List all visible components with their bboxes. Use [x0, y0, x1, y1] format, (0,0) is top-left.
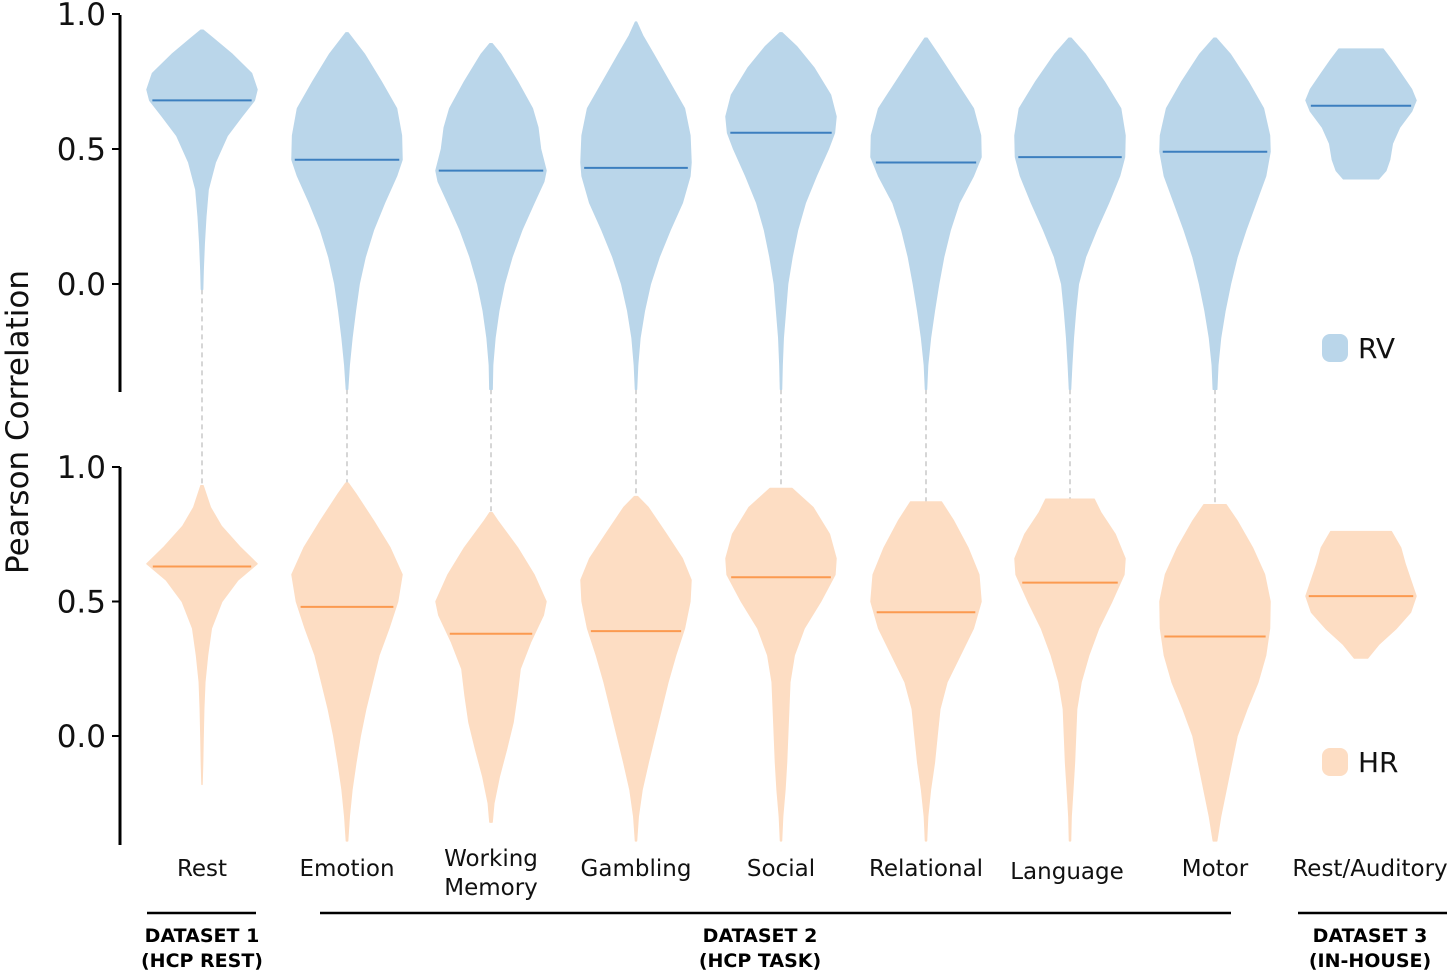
violin-hr-4	[725, 487, 837, 842]
category-label: Rest	[177, 856, 227, 882]
legend-label-hr: HR	[1358, 746, 1399, 779]
violin-hr-8	[1305, 530, 1417, 659]
violin-hr-7	[1159, 503, 1271, 842]
dataset-label: (HCP REST)	[141, 950, 263, 972]
violin-rv-7	[1159, 37, 1271, 391]
category-label: Motor	[1182, 856, 1249, 882]
violin-rv-2	[435, 42, 547, 391]
y-axis-label: Pearson Correlation	[0, 270, 36, 574]
y-tick-label: 0.0	[57, 719, 106, 755]
violin-hr-2	[435, 511, 547, 823]
y-tick-label: 1.0	[57, 450, 106, 486]
hr-panel: 1.0 0.5 0.0 HR	[57, 450, 1417, 845]
violin-rv-3	[580, 21, 692, 391]
dataset-label: (HCP TASK)	[699, 950, 821, 972]
y-tick-label: 0.0	[57, 267, 106, 303]
y-tick-label: 0.5	[57, 585, 106, 621]
dataset-groups: DATASET 1 (HCP REST) DATASET 2 (HCP TASK) DA…	[141, 911, 1447, 972]
category-label: Language	[1010, 859, 1124, 885]
y-tick-label: 0.5	[57, 132, 106, 168]
dataset-label: DATASET 2	[703, 925, 818, 947]
legend-swatch-hr	[1322, 748, 1348, 776]
category-label: Social	[747, 856, 815, 882]
category-label: Working	[444, 846, 538, 872]
legend-label-rv: RV	[1358, 332, 1395, 365]
violin-hr-1	[291, 482, 403, 842]
violin-rv-4	[725, 32, 837, 391]
violin-rv-6	[1014, 37, 1126, 391]
violin-hr-6	[1014, 498, 1126, 842]
category-label: Emotion	[299, 856, 394, 882]
panel-connectors	[201, 289, 1216, 513]
category-label: Gambling	[581, 856, 692, 882]
category-label: Rest/Auditory	[1292, 856, 1447, 882]
legend-swatch-rv	[1322, 334, 1348, 362]
y-tick-label: 1.0	[57, 0, 106, 33]
rv-panel: 1.0 0.5 0.0 RV	[57, 0, 1417, 392]
category-labels: Rest Emotion Working Memory Gambling Social Re…	[177, 846, 1448, 901]
violin-hr-3	[580, 495, 692, 842]
violin-rv-1	[291, 32, 403, 391]
category-label: Memory	[444, 875, 538, 901]
dataset-label: DATASET 1	[145, 925, 260, 947]
violin-rv-0	[146, 29, 258, 291]
violin-hr-0	[146, 485, 258, 786]
dataset-label: DATASET 3	[1313, 925, 1428, 947]
violin-rv-8	[1305, 48, 1417, 180]
category-label: Relational	[869, 856, 983, 882]
dataset-label: (IN-HOUSE)	[1309, 950, 1431, 972]
violin-hr-5	[870, 501, 982, 842]
violin-rv-5	[870, 37, 982, 391]
